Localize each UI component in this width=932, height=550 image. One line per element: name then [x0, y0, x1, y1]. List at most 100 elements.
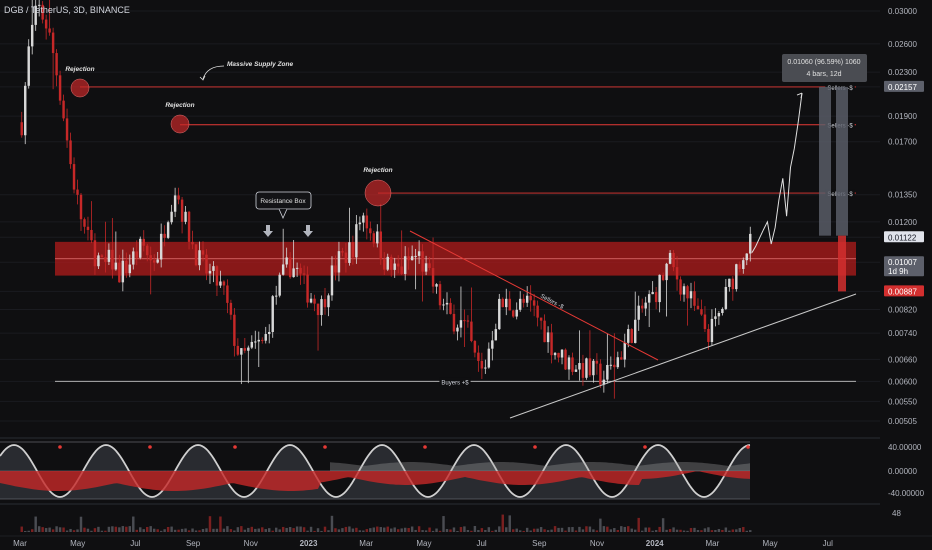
candle-body — [170, 211, 173, 223]
volume-bar — [173, 529, 177, 532]
candle-body — [627, 329, 630, 343]
candle-body — [128, 264, 132, 274]
candle-body — [456, 327, 459, 332]
volume-bar — [121, 526, 125, 532]
rejection-label: Rejection — [165, 102, 194, 109]
candle-body — [728, 278, 731, 287]
candle-body — [132, 251, 135, 265]
candle-body — [550, 332, 553, 356]
price-badge — [884, 285, 924, 297]
osc-wave-line — [0, 444, 751, 498]
measure-box-line1: 0.01060 (96.59%) 1060 — [787, 59, 860, 66]
y-axis-label: 0.00820 — [888, 305, 917, 314]
candle-body — [571, 357, 574, 372]
candle-body — [724, 286, 728, 309]
candle-body — [630, 329, 633, 343]
volume-bar — [83, 527, 86, 532]
candle-body — [205, 254, 208, 274]
volume-bar — [647, 527, 651, 532]
volume-bar — [139, 527, 142, 532]
volume-bar — [522, 530, 525, 532]
volume-bar — [679, 529, 682, 532]
volume-bar — [599, 518, 602, 532]
candle-body — [79, 194, 83, 220]
volume-bar — [302, 527, 306, 532]
volume-bar — [581, 529, 585, 532]
candle-body — [316, 303, 320, 316]
candle-body — [417, 251, 421, 256]
candle-body — [90, 229, 93, 241]
volume-bar — [236, 527, 240, 532]
candle-body — [567, 357, 571, 370]
volume-bar — [386, 526, 389, 532]
osc-peak-dot — [643, 445, 647, 449]
level-label-bg — [439, 377, 471, 386]
candle-body — [424, 263, 428, 272]
candle-body — [281, 264, 285, 275]
candle-body — [707, 328, 710, 342]
candle-body — [599, 363, 602, 385]
volume-bar — [247, 527, 250, 532]
candle-body — [529, 295, 532, 301]
x-axis-label: May — [70, 539, 85, 548]
candle-body — [525, 295, 529, 303]
candle-body — [606, 364, 609, 380]
volume-bar — [717, 529, 721, 532]
projection-path — [751, 93, 803, 253]
candle-body — [518, 298, 522, 310]
volume-bar — [508, 515, 511, 532]
volume-bar — [714, 529, 717, 532]
osc-red-area — [0, 471, 750, 491]
x-axis-label: Nov — [590, 539, 604, 548]
candle-body — [710, 318, 714, 342]
volume-bar — [51, 529, 55, 532]
candle-body — [738, 264, 742, 269]
x-axis-label: Jul — [823, 539, 833, 548]
candle-body — [403, 256, 407, 274]
candle-body — [48, 28, 51, 33]
y-axis-label: 0.03000 — [888, 7, 917, 16]
candle-body — [198, 250, 201, 266]
volume-bar — [205, 528, 208, 532]
y-axis-label: 0.00740 — [888, 329, 917, 338]
volume-bar — [226, 526, 229, 532]
candle-body — [309, 298, 313, 303]
candle-body — [114, 262, 118, 270]
candle-body — [396, 263, 400, 267]
candle-body — [505, 298, 508, 308]
candle-body — [86, 226, 90, 230]
volume-bar — [100, 530, 104, 532]
volume-bar — [111, 526, 114, 532]
y-axis-label: 0.00600 — [888, 377, 917, 386]
volume-bar — [654, 530, 658, 532]
candle-body — [560, 349, 564, 358]
candle-body — [222, 281, 226, 286]
candle-body — [215, 266, 219, 286]
volume-bar — [588, 526, 592, 532]
volume-bar — [689, 528, 693, 532]
candle-body — [83, 219, 86, 227]
volume-bar — [449, 529, 452, 532]
volume-bar — [484, 529, 487, 532]
candle-body — [654, 292, 658, 303]
volume-bar — [34, 516, 37, 532]
candle-body — [212, 266, 215, 271]
volume-bar — [240, 526, 243, 532]
candle-body — [459, 320, 463, 328]
volume-bar — [686, 530, 689, 532]
volume-bar — [229, 529, 233, 532]
volume-bar — [264, 529, 267, 532]
candle-body — [445, 302, 449, 305]
candle-body — [536, 305, 539, 318]
volume-bar — [445, 529, 449, 532]
candle-body — [438, 284, 442, 306]
volume-bar — [480, 528, 484, 532]
volume-bar — [118, 527, 121, 532]
volume-bar — [564, 530, 567, 532]
volume-bar — [557, 527, 560, 532]
volume-bar — [152, 528, 156, 532]
volume-bar — [675, 529, 679, 532]
candle-body — [55, 53, 58, 76]
candle-body — [466, 320, 470, 322]
